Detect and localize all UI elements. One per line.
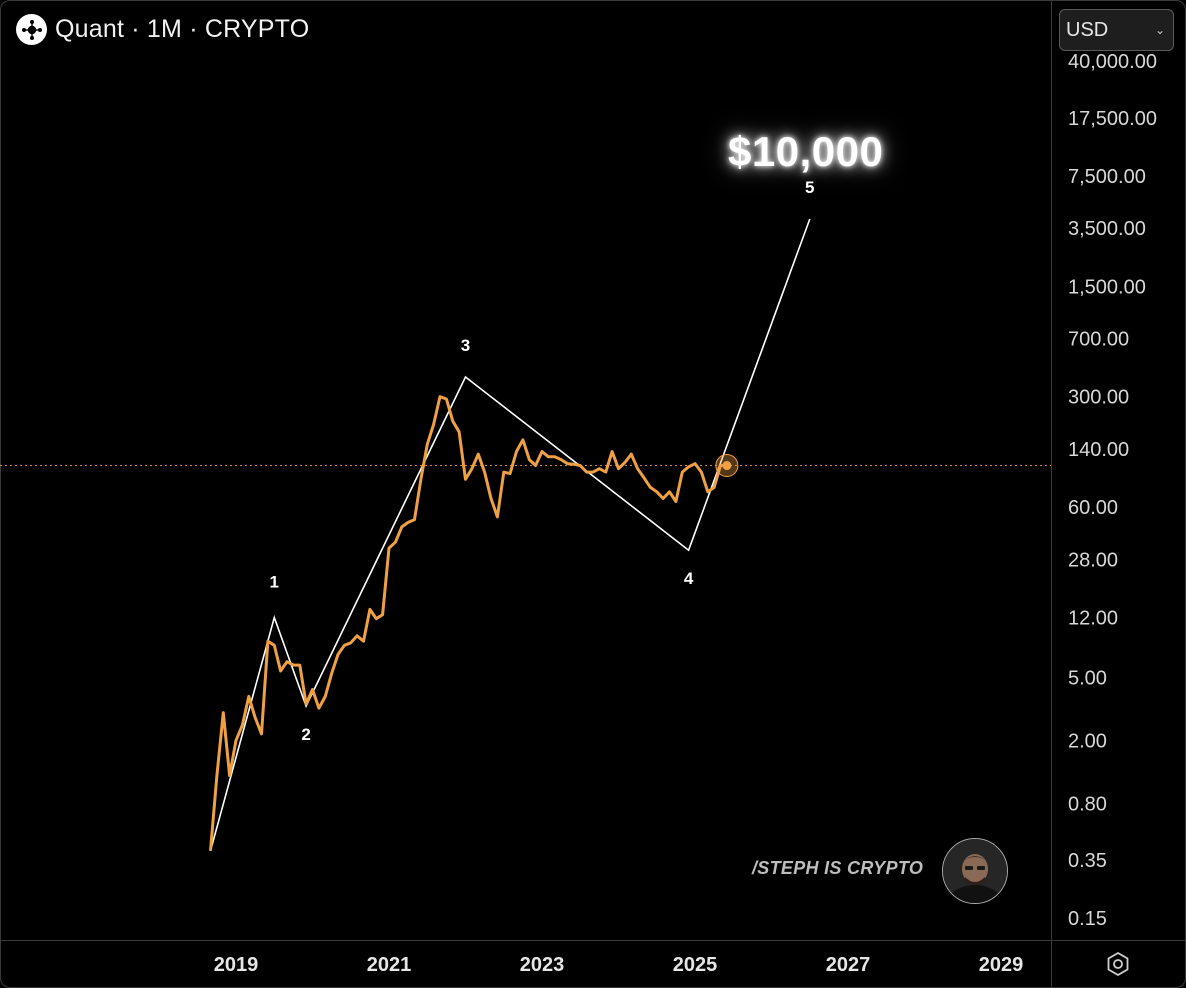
- y-tick-label: 300.00: [1068, 387, 1129, 409]
- y-tick-label: 60.00: [1068, 497, 1118, 519]
- x-tick-label: 2019: [214, 954, 259, 976]
- wave-label: 3: [461, 336, 470, 355]
- y-tick-label: 12.00: [1068, 608, 1118, 630]
- y-tick-label: 1,500.00: [1068, 276, 1146, 298]
- y-tick-label: 40,000.00: [1068, 51, 1157, 73]
- symbol-title[interactable]: Quant · 1M · CRYPTO: [55, 15, 310, 43]
- wave-label: 2: [301, 725, 310, 744]
- wave-labels: 1 2 3 4 5: [270, 178, 815, 744]
- y-tick-label: 3,500.00: [1068, 218, 1146, 240]
- x-tick-label: 2029: [979, 954, 1024, 976]
- currency-select[interactable]: USD ⌄: [1059, 9, 1174, 51]
- wave-label: 4: [684, 569, 694, 588]
- time-scale-divider: [0, 940, 1186, 941]
- chart-header: Quant · 1M · CRYPTO: [16, 14, 309, 45]
- wave-label: 5: [805, 178, 814, 197]
- author-avatar: [942, 838, 1008, 904]
- price-series-line: [209, 395, 727, 851]
- y-tick-label: 7,500.00: [1068, 166, 1146, 188]
- settings-gear-icon[interactable]: [1104, 950, 1132, 978]
- price-scale-divider: [1051, 0, 1052, 988]
- y-tick-label: 0.35: [1068, 850, 1107, 872]
- y-tick-label: 140.00: [1068, 439, 1129, 461]
- y-tick-label: 2.00: [1068, 730, 1107, 752]
- x-tick-label: 2027: [826, 954, 871, 976]
- x-tick-label: 2021: [367, 954, 412, 976]
- y-tick-label: 0.15: [1068, 908, 1107, 930]
- y-tick-label: 0.80: [1068, 793, 1107, 815]
- x-tick-label: 2025: [673, 954, 718, 976]
- y-tick-label: 700.00: [1068, 329, 1129, 351]
- x-tick-label: 2023: [520, 954, 565, 976]
- y-tick-label: 17,500.00: [1068, 108, 1157, 130]
- watermark-text: /STEPH IS CRYPTO: [752, 858, 924, 878]
- x-axis: 2019 2021 2023 2025 2027 2029: [214, 954, 1024, 976]
- marker-dot: [722, 461, 732, 471]
- currency-value: USD: [1066, 18, 1109, 41]
- elliott-wave-line: [209, 218, 811, 852]
- wave-label: 1: [270, 573, 279, 592]
- y-tick-label: 28.00: [1068, 549, 1118, 571]
- quant-logo-icon: [16, 14, 47, 45]
- chevron-down-icon: ⌄: [1154, 23, 1165, 37]
- target-price-label: $10,000: [728, 128, 884, 175]
- y-tick-label: 5.00: [1068, 668, 1107, 690]
- y-axis: 40,000.00 17,500.00 7,500.00 3,500.00 1,500.…: [1068, 51, 1157, 930]
- current-price-marker: [715, 454, 739, 478]
